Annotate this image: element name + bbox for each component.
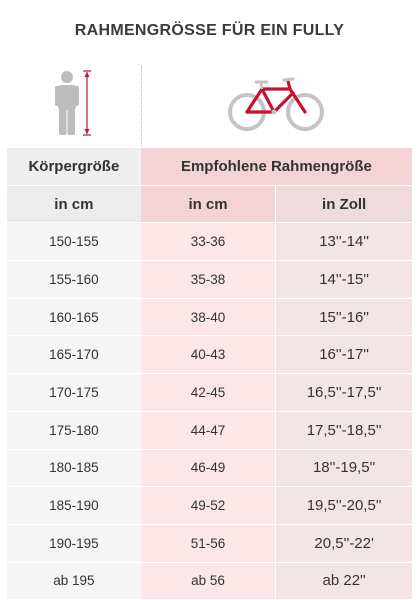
subheader-frame-cm-unit: in cm <box>140 185 276 224</box>
table-row: 165-170 40-43 16''-17'' <box>7 336 412 375</box>
cell-frame-inch: 20,5''-22' <box>275 524 412 563</box>
cell-body-height: 165-170 <box>7 336 141 375</box>
cell-frame-inch: 16,5''-17,5'' <box>275 374 412 412</box>
cell-frame-inch: 13''-14'' <box>275 223 412 262</box>
cell-frame-inch: 17,5''-18,5'' <box>275 411 412 450</box>
person-icon-cell <box>0 66 141 146</box>
cell-frame-inch: 14''-15'' <box>275 261 412 299</box>
subheader-frame-inch-unit: in Zoll <box>275 185 412 224</box>
cell-frame-inch: 16''-17'' <box>275 336 412 375</box>
bike-icon-cell <box>142 66 419 146</box>
size-chart-page: RAHMENGRÖSSE FÜR EIN FULLY <box>0 22 419 600</box>
cell-frame-cm: 44-47 <box>140 411 276 450</box>
cell-body-height: 150-155 <box>7 223 141 262</box>
table-header-row: Körpergröße Empfohlene Rahmengröße <box>7 148 412 186</box>
bicycle-frame-icon <box>228 77 324 131</box>
page-title: RAHMENGRÖSSE FÜR EIN FULLY <box>74 22 345 39</box>
table-row: 155-160 35-38 14''-15'' <box>7 261 412 299</box>
cell-body-height: ab 195 <box>7 562 141 600</box>
cell-frame-cm: 33-36 <box>140 223 276 262</box>
cell-frame-cm: 49-52 <box>140 487 276 525</box>
cell-body-height: 180-185 <box>7 449 141 488</box>
cell-frame-inch: 19,5''-20,5'' <box>275 487 412 525</box>
cell-body-height: 155-160 <box>7 261 141 299</box>
table-row: 160-165 38-40 15''-16'' <box>7 298 412 337</box>
table-row: 180-185 46-49 18''-19,5'' <box>7 449 412 488</box>
table-subheader-row: in cm in cm in Zoll <box>7 185 412 224</box>
cell-frame-inch: 18''-19,5'' <box>275 449 412 488</box>
cell-frame-cm: 46-49 <box>140 449 276 488</box>
cell-frame-cm: 42-45 <box>140 374 276 412</box>
header-body-height: Körpergröße <box>7 148 141 186</box>
header-recommended-frame-size: Empfohlene Rahmengröße <box>140 148 412 186</box>
cell-body-height: 160-165 <box>7 298 141 337</box>
table-row: 175-180 44-47 17,5''-18,5'' <box>7 411 412 450</box>
icon-row <box>0 66 419 146</box>
cell-frame-inch: ab 22'' <box>275 562 412 600</box>
cell-frame-cm: 38-40 <box>140 298 276 337</box>
table-row: 170-175 42-45 16,5''-17,5'' <box>7 374 412 412</box>
subheader-height-unit: in cm <box>7 185 141 224</box>
cell-body-height: 185-190 <box>7 487 141 525</box>
cell-frame-cm: 40-43 <box>140 336 276 375</box>
frame-size-table: Körpergröße Empfohlene Rahmengröße in cm… <box>7 148 412 600</box>
cell-frame-cm: ab 56 <box>140 562 276 600</box>
cell-body-height: 175-180 <box>7 411 141 450</box>
table-row: 190-195 51-56 20,5''-22' <box>7 524 412 563</box>
cell-body-height: 170-175 <box>7 374 141 412</box>
cell-frame-cm: 35-38 <box>140 261 276 299</box>
cell-body-height: 190-195 <box>7 524 141 563</box>
person-height-icon <box>55 70 91 136</box>
cell-frame-inch: 15''-16'' <box>275 298 412 337</box>
icon-divider <box>141 66 142 146</box>
table-row: 185-190 49-52 19,5''-20,5'' <box>7 487 412 525</box>
table-row: ab 195 ab 56 ab 22'' <box>7 562 412 600</box>
table-row: 150-155 33-36 13''-14'' <box>7 223 412 262</box>
cell-frame-cm: 51-56 <box>140 524 276 563</box>
